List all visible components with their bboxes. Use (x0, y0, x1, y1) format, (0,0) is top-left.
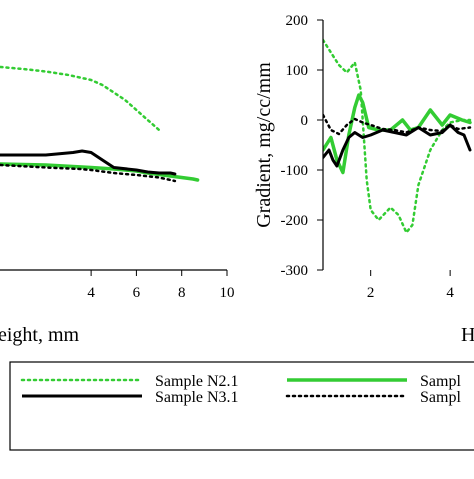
y-tick-label: -300 (281, 263, 309, 279)
left-series-line-sample-n2-1 (0, 65, 163, 134)
legend: Sample N2.1 Sampl Sample N3.1 Sampl (9, 361, 474, 451)
left-series-line-sample-n3-2 (0, 163, 177, 183)
y-tick-label: -200 (281, 213, 309, 229)
right-series-group (323, 38, 472, 234)
x-tick-label: 2 (367, 285, 375, 301)
left-x-ticks: 4 6 8 10 (87, 270, 235, 301)
legend-label-n21: Sample N2.1 (155, 373, 239, 390)
y-tick-label: -100 (281, 163, 309, 179)
x-tick-label: 10 (220, 285, 235, 301)
legend-label-n32: Sampl (420, 389, 461, 406)
right-series-line-sample-n2-1 (323, 38, 472, 234)
left-x-axis-label: eight, mm (0, 324, 80, 346)
legend-label-n22: Sampl (420, 373, 461, 390)
legend-label-n31: Sample N3.1 (155, 389, 239, 406)
right-y-axis-label: Gradient, mg/cc/mm (253, 62, 275, 228)
x-tick-label: 4 (446, 285, 454, 301)
right-y-ticks: 200 100 0 -100 -200 -300 (281, 13, 323, 279)
right-x-axis-label: H (461, 324, 474, 346)
right-series-line-sample-n3-2 (323, 113, 472, 136)
left-series-line-sample-n3-1 (0, 149, 177, 176)
legend-box (9, 361, 474, 451)
y-tick-label: 100 (286, 63, 309, 79)
x-tick-label: 4 (87, 285, 95, 301)
left-series-group (0, 65, 200, 183)
y-tick-label: 200 (286, 13, 309, 29)
y-tick-label: 0 (301, 113, 309, 129)
x-tick-label: 6 (133, 285, 141, 301)
right-series-line-sample-n2-2 (323, 93, 472, 175)
left-panel: 4 6 8 10 eight, mm (0, 65, 235, 346)
x-tick-label: 8 (178, 285, 186, 301)
